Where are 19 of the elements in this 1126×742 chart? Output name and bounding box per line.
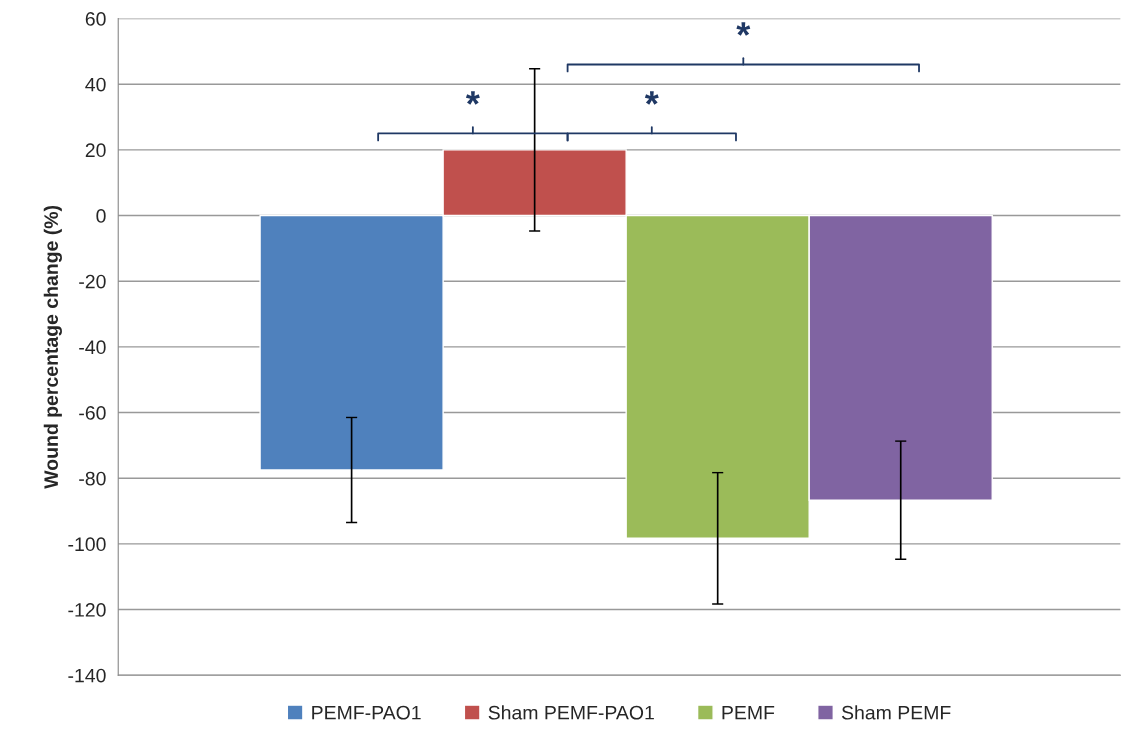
y-tick-label: -20: [79, 274, 106, 289]
y-axis-title: Wound percentage change (%): [43, 205, 62, 489]
y-tick-label: -40: [79, 340, 106, 355]
annotation: *: [736, 22, 751, 36]
legend-label: Sham PEMF-PAO1: [488, 705, 654, 720]
legend-label: PEMF: [722, 705, 775, 720]
y-tick-label: -100: [68, 537, 106, 552]
legend-label: Sham PEMF: [841, 705, 951, 720]
y-tick-label: 20: [85, 143, 106, 158]
y-tick-label: -120: [68, 603, 106, 617]
y-tick-label: 40: [85, 77, 106, 92]
annotation: *: [644, 91, 659, 105]
y-tick-label: 0: [96, 209, 106, 223]
y-tick-label: -80: [79, 471, 106, 486]
y-tick-label: 60: [85, 12, 106, 26]
annotation: *: [465, 91, 480, 105]
y-tick-label: -140: [68, 668, 106, 683]
legend-label: PEMF-PAO1: [312, 705, 421, 720]
y-tick-label: -60: [79, 406, 106, 420]
